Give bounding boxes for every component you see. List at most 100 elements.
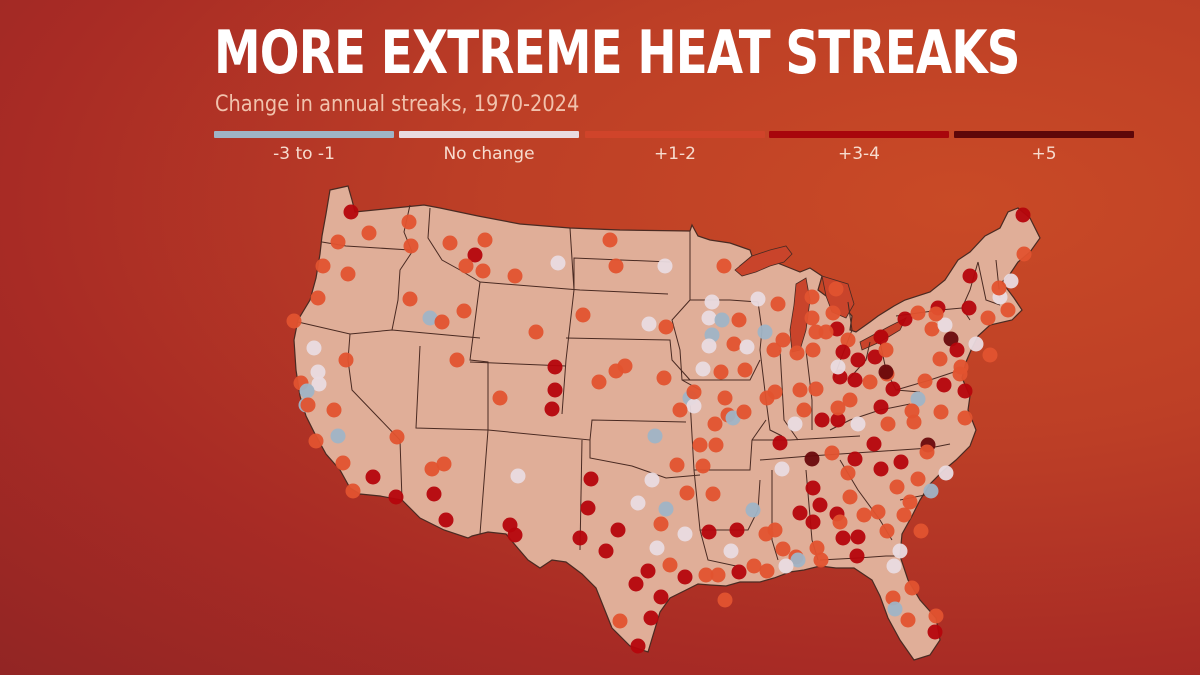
station-dot-p12 — [904, 580, 920, 596]
station-dot-p12 — [475, 263, 491, 279]
legend-swatch — [954, 131, 1134, 138]
station-dot-p34 — [610, 522, 626, 538]
station-dot-p34 — [583, 471, 599, 487]
station-dot-neg — [647, 428, 663, 444]
station-dot-p12 — [904, 403, 920, 419]
station-dot-p34 — [731, 564, 747, 580]
station-dot-p12 — [910, 305, 926, 321]
station-dot-p12 — [825, 305, 841, 321]
station-dot-p12 — [710, 567, 726, 583]
legend-swatch — [585, 131, 765, 138]
station-dot-p34 — [961, 300, 977, 316]
station-dot-neg — [658, 501, 674, 517]
station-dot-p12 — [345, 483, 361, 499]
station-dot-none — [649, 540, 665, 556]
station-dot-p12 — [335, 455, 351, 471]
station-dot-neg — [299, 383, 315, 399]
station-dot-p12 — [813, 552, 829, 568]
station-dot-p12 — [953, 359, 969, 375]
station-dot-p12 — [731, 312, 747, 328]
station-dot-p12 — [361, 225, 377, 241]
station-dot-p12 — [716, 258, 732, 274]
station-dot-p12 — [889, 479, 905, 495]
station-dot-p12 — [612, 613, 628, 629]
station-dot-p12 — [672, 402, 688, 418]
station-dot-p12 — [403, 238, 419, 254]
station-dot-p12 — [808, 381, 824, 397]
station-dot-neg — [757, 324, 773, 340]
station-dot-p12 — [913, 523, 929, 539]
station-dot-p34 — [835, 344, 851, 360]
station-dot-p34 — [873, 329, 889, 345]
station-dot-p12 — [856, 507, 872, 523]
page-subtitle: Change in annual streaks, 1970-2024 — [215, 92, 580, 117]
station-dot-p34 — [849, 548, 865, 564]
legend-item-p34: +3-4 — [769, 131, 949, 164]
station-dot-p34 — [388, 489, 404, 505]
station-dot-p12 — [862, 374, 878, 390]
station-dot-p12 — [832, 514, 848, 530]
station-dot-p12 — [830, 400, 846, 416]
station-dot-p34 — [885, 381, 901, 397]
station-dot-none — [739, 339, 755, 355]
station-dot-p12 — [653, 516, 669, 532]
station-dot-none — [677, 526, 693, 542]
legend-swatch — [399, 131, 579, 138]
station-dot-p34 — [936, 377, 952, 393]
station-dot-p34 — [949, 342, 965, 358]
station-dot-p12 — [928, 306, 944, 322]
station-dot-p12 — [686, 384, 702, 400]
station-dot-p12 — [805, 342, 821, 358]
legend-item-none: No change — [399, 131, 579, 164]
station-dot-p12 — [692, 437, 708, 453]
legend-label: +3-4 — [837, 144, 880, 164]
station-dot-none — [968, 336, 984, 352]
station-dot-p12 — [402, 291, 418, 307]
station-dot-p34 — [438, 512, 454, 528]
station-dot-p34 — [467, 247, 483, 263]
legend-item-neg: -3 to -1 — [214, 131, 394, 164]
station-dot-p12 — [326, 402, 342, 418]
station-dot-p12 — [669, 457, 685, 473]
station-dot-neg — [725, 410, 741, 426]
page-title: MORE EXTREME HEAT STREAKS — [214, 18, 1021, 88]
station-dot-p12 — [880, 416, 896, 432]
station-dot-none — [630, 495, 646, 511]
station-dot-p12 — [775, 332, 791, 348]
station-dot-none — [701, 338, 717, 354]
station-dot-p12 — [449, 352, 465, 368]
station-dot-p12 — [330, 234, 346, 250]
station-dot-p12 — [878, 342, 894, 358]
station-dot-p12 — [737, 362, 753, 378]
station-dot-p12 — [928, 608, 944, 624]
lake-superior — [734, 245, 793, 277]
station-dot-neg — [910, 391, 926, 407]
station-dot-p12 — [713, 364, 729, 380]
station-dot-p12 — [708, 437, 724, 453]
station-dot-p12 — [767, 522, 783, 538]
station-dot-p12 — [602, 232, 618, 248]
station-dot-p12 — [717, 592, 733, 608]
station-dot-p34 — [507, 527, 523, 543]
station-dot-none — [311, 376, 327, 392]
station-dot-p12 — [662, 557, 678, 573]
station-dot-p12 — [424, 461, 440, 477]
station-dot-neg — [790, 552, 806, 568]
station-dot-p12 — [828, 281, 844, 297]
station-dot-none — [1003, 273, 1019, 289]
station-dot-p12 — [924, 321, 940, 337]
station-dot-none — [510, 468, 526, 484]
station-dot-p34 — [365, 469, 381, 485]
station-dot-p34 — [1015, 207, 1031, 223]
station-dot-p34 — [897, 311, 913, 327]
station-dot-p12 — [879, 523, 895, 539]
station-dot-none — [550, 255, 566, 271]
station-dot-p12 — [766, 342, 782, 358]
station-dot-p34 — [805, 514, 821, 530]
station-dot-p34 — [847, 372, 863, 388]
station-dot-neg — [923, 483, 939, 499]
station-dot-none — [830, 359, 846, 375]
station-dot-p5 — [878, 364, 894, 380]
station-dot-p12 — [340, 266, 356, 282]
station-dot-p12 — [792, 382, 808, 398]
